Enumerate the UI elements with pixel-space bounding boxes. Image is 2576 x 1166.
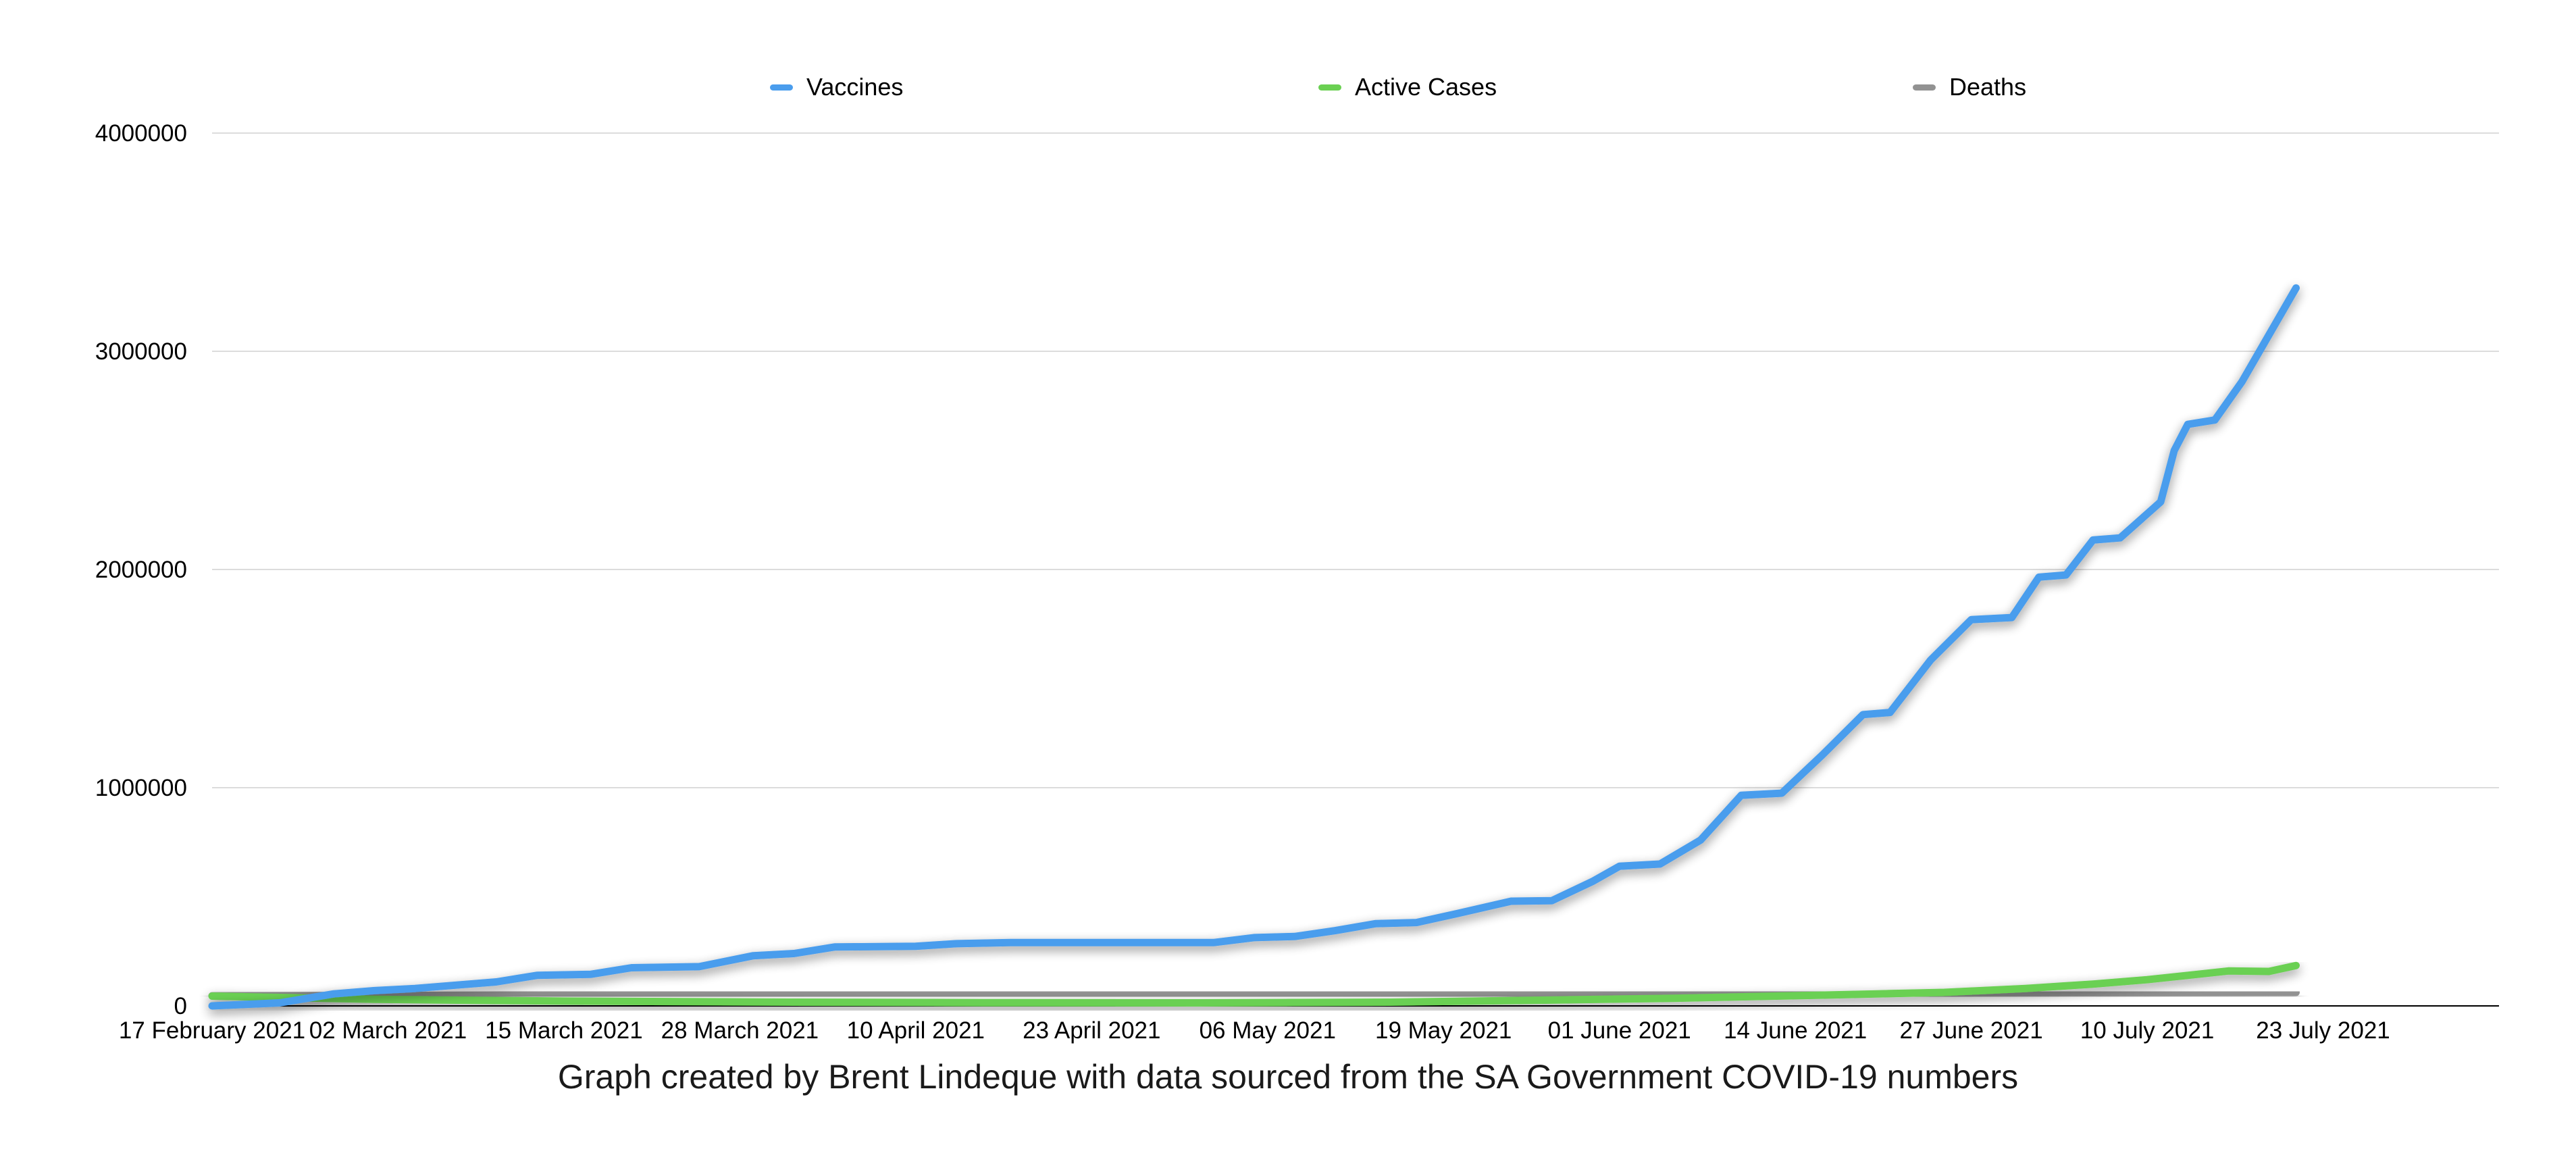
legend-swatch-deaths: [1913, 84, 1936, 91]
x-tick-label: 06 May 2021: [1200, 1017, 1336, 1044]
legend-label: Vaccines: [806, 73, 904, 101]
x-tick-label: 10 April 2021: [847, 1017, 985, 1044]
y-tick-label: 2000000: [95, 557, 187, 583]
x-tick-label: 28 March 2021: [661, 1017, 819, 1044]
y-tick-label: 4000000: [95, 120, 187, 147]
legend-label: Deaths: [1949, 73, 2027, 101]
x-tick-label: 19 May 2021: [1375, 1017, 1512, 1044]
legend-item-vaccines[interactable]: Vaccines: [770, 73, 903, 101]
legend-swatch-active-cases: [1318, 84, 1341, 91]
y-tick-label: 3000000: [95, 338, 187, 365]
gridlines: [212, 132, 2499, 788]
legend-item-active-cases[interactable]: Active Cases: [1318, 73, 1497, 101]
y-tick-label: 1000000: [95, 775, 187, 801]
x-axis-ticks: 17 February 2021 02 March 2021 15 March 20…: [119, 1017, 2390, 1044]
y-axis-ticks: 0 1000000 2000000 3000000 4000000: [95, 120, 187, 1019]
series-line-vaccines: [208, 284, 2300, 1010]
x-tick-label: 23 April 2021: [1023, 1017, 1160, 1044]
x-tick-label: 23 July 2021: [2256, 1017, 2390, 1044]
x-tick-label: 01 June 2021: [1548, 1017, 1691, 1044]
series-line-active-cases: [208, 961, 2300, 1007]
legend-swatch-vaccines: [770, 84, 793, 91]
chart-caption: Graph created by Brent Lindeque with dat…: [557, 1058, 2019, 1096]
legend: Vaccines Active Cases Deaths: [0, 73, 2576, 107]
y-tick-label: 0: [174, 993, 187, 1019]
x-tick-label: 14 June 2021: [1724, 1017, 1867, 1044]
x-tick-label: 27 June 2021: [1900, 1017, 2043, 1044]
x-tick-label: 02 March 2021: [309, 1017, 467, 1044]
x-tick-label: 15 March 2021: [485, 1017, 642, 1044]
legend-item-deaths[interactable]: Deaths: [1913, 73, 2026, 101]
series-layer: [208, 284, 2300, 1010]
legend-label: Active Cases: [1355, 73, 1497, 101]
x-tick-label: 17 February 2021: [119, 1017, 305, 1044]
x-tick-label: 10 July 2021: [2080, 1017, 2214, 1044]
